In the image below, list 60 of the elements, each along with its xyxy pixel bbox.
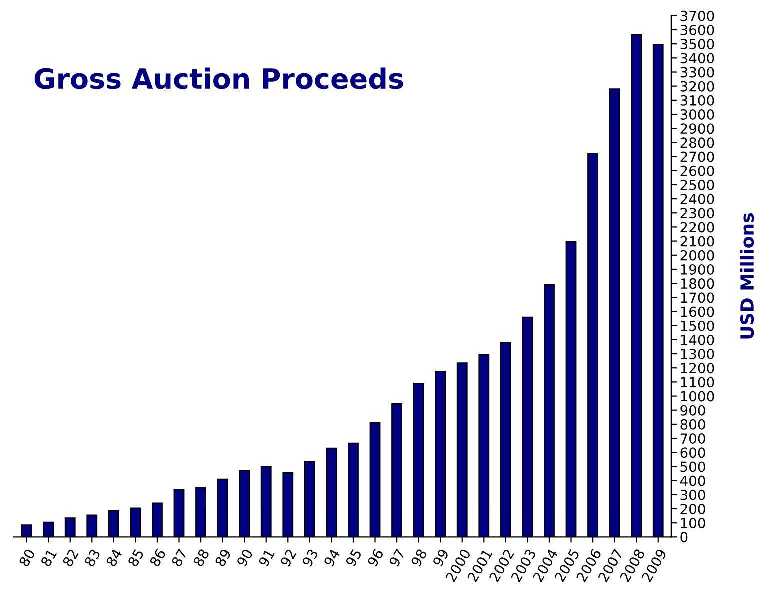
y-tick-label: 1600 <box>681 306 714 318</box>
y-tick-label: 400 <box>680 476 706 486</box>
x-tick-label: 89 <box>214 548 232 568</box>
x-tick-label: 94 <box>324 548 341 568</box>
y-tick-label: 2000 <box>680 250 714 261</box>
y-tick-label: 3200 <box>680 81 714 92</box>
x-tick-label: 80 <box>18 548 36 568</box>
x-tick-label: 85 <box>128 548 144 568</box>
y-tick-label: 300 <box>680 490 706 500</box>
y-tick-label: 1900 <box>681 264 714 275</box>
x-tick-label: 86 <box>149 548 166 568</box>
y-tick-label: 1100 <box>681 377 714 388</box>
y-tick-label: 800 <box>680 419 706 430</box>
y-tick-label: 1300 <box>681 348 714 360</box>
x-tick-label: 81 <box>40 548 58 568</box>
y-tick-label: 500 <box>680 462 706 472</box>
y-tick-label: 200 <box>680 504 706 514</box>
y-tick-label: 600 <box>680 448 706 458</box>
y-tick-label: 2900 <box>680 124 714 134</box>
y-tick-label: 2800 <box>680 138 714 148</box>
x-tick-label: 84 <box>106 548 123 568</box>
x-tick-label: 93 <box>302 548 319 568</box>
x-tick-label: 96 <box>367 548 384 568</box>
y-tick-label: 2200 <box>680 222 714 233</box>
y-tick-label: 3600 <box>680 24 714 36</box>
y-tick-label: 1400 <box>681 334 714 346</box>
y-tick-label: 3100 <box>680 95 714 106</box>
y-tick-label: 900 <box>680 405 706 416</box>
y-tick-label: 1200 <box>681 363 714 374</box>
y-tick-label: 2700 <box>680 152 714 162</box>
x-tick-label: 92 <box>280 548 297 568</box>
y-tick-label: 3500 <box>680 39 714 50</box>
x-tick-label: 88 <box>192 548 210 568</box>
x-tick-label: 99 <box>432 548 450 568</box>
y-tick-label: 1000 <box>681 391 714 402</box>
text: Gross Auction Proceeds <box>34 68 404 90</box>
y-axis-title: USD Millions <box>740 214 754 339</box>
y-tick-label: 1800 <box>681 278 714 290</box>
y-tick-label: 3000 <box>680 109 714 120</box>
y-tick-label: 1700 <box>681 292 714 304</box>
y-tick-label: 2100 <box>680 236 714 247</box>
y-tick-label: 3400 <box>680 53 714 64</box>
y-tick-label: 3300 <box>680 67 714 78</box>
y-tick-label: 2600 <box>680 166 714 176</box>
x-tick-label: 82 <box>62 548 79 568</box>
x-tick-label: 97 <box>388 548 406 568</box>
y-tick-label: 1500 <box>681 320 714 332</box>
y-tick-label: 2300 <box>680 208 714 219</box>
x-tick-label: 83 <box>84 548 101 568</box>
y-tick-label: 700 <box>680 434 706 444</box>
y-tick-label: 2400 <box>680 194 714 205</box>
x-tick-label: 98 <box>410 548 428 568</box>
x-tick-label: 87 <box>171 548 188 568</box>
x-tick-label: 91 <box>258 548 276 568</box>
x-tick-label: 90 <box>236 548 254 568</box>
y-tick-label: 3700 <box>680 10 714 22</box>
x-tick-label: 95 <box>345 548 362 568</box>
y-tick-label: 2500 <box>680 180 714 190</box>
y-tick-label: 100 <box>681 518 706 529</box>
y-tick-label: 0 <box>680 532 688 543</box>
